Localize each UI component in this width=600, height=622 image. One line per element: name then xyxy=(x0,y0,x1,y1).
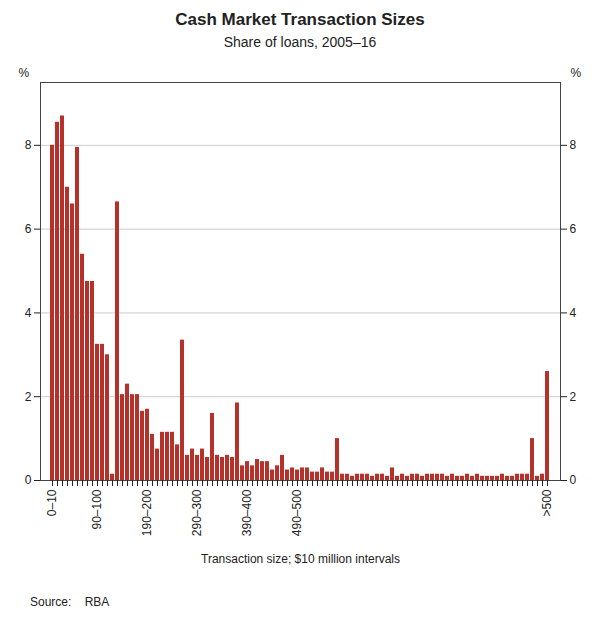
svg-text:6: 6 xyxy=(25,222,32,236)
svg-text:2: 2 xyxy=(25,390,32,404)
svg-text:290–300: 290–300 xyxy=(190,489,204,536)
svg-text:Transaction size; $10 million: Transaction size; $10 million intervals xyxy=(201,552,400,566)
svg-text:4: 4 xyxy=(570,306,577,320)
svg-text:190–200: 190–200 xyxy=(140,489,154,536)
svg-text:0: 0 xyxy=(570,473,577,487)
svg-text:%: % xyxy=(19,66,30,80)
svg-text:6: 6 xyxy=(570,222,577,236)
html-text:Source: RBA: Source: RBA xyxy=(30,595,110,609)
svg-text:>500: >500 xyxy=(540,489,554,516)
svg-text:490–500: 490–500 xyxy=(290,489,304,536)
svg-text:2: 2 xyxy=(570,390,577,404)
svg-text:0: 0 xyxy=(25,473,32,487)
html-text:Cash Market Transaction Sizes: Cash Market Transaction Sizes xyxy=(175,10,425,29)
html-text:Share of loans, 2005–16: Share of loans, 2005–16 xyxy=(223,34,377,50)
svg-text:%: % xyxy=(571,66,582,80)
svg-text:8: 8 xyxy=(570,138,577,152)
svg-text:390–400: 390–400 xyxy=(240,489,254,536)
svg-text:90–100: 90–100 xyxy=(90,489,104,529)
svg-text:8: 8 xyxy=(25,138,32,152)
svg-text:0–10: 0–10 xyxy=(45,489,59,516)
svg-text:4: 4 xyxy=(25,306,32,320)
